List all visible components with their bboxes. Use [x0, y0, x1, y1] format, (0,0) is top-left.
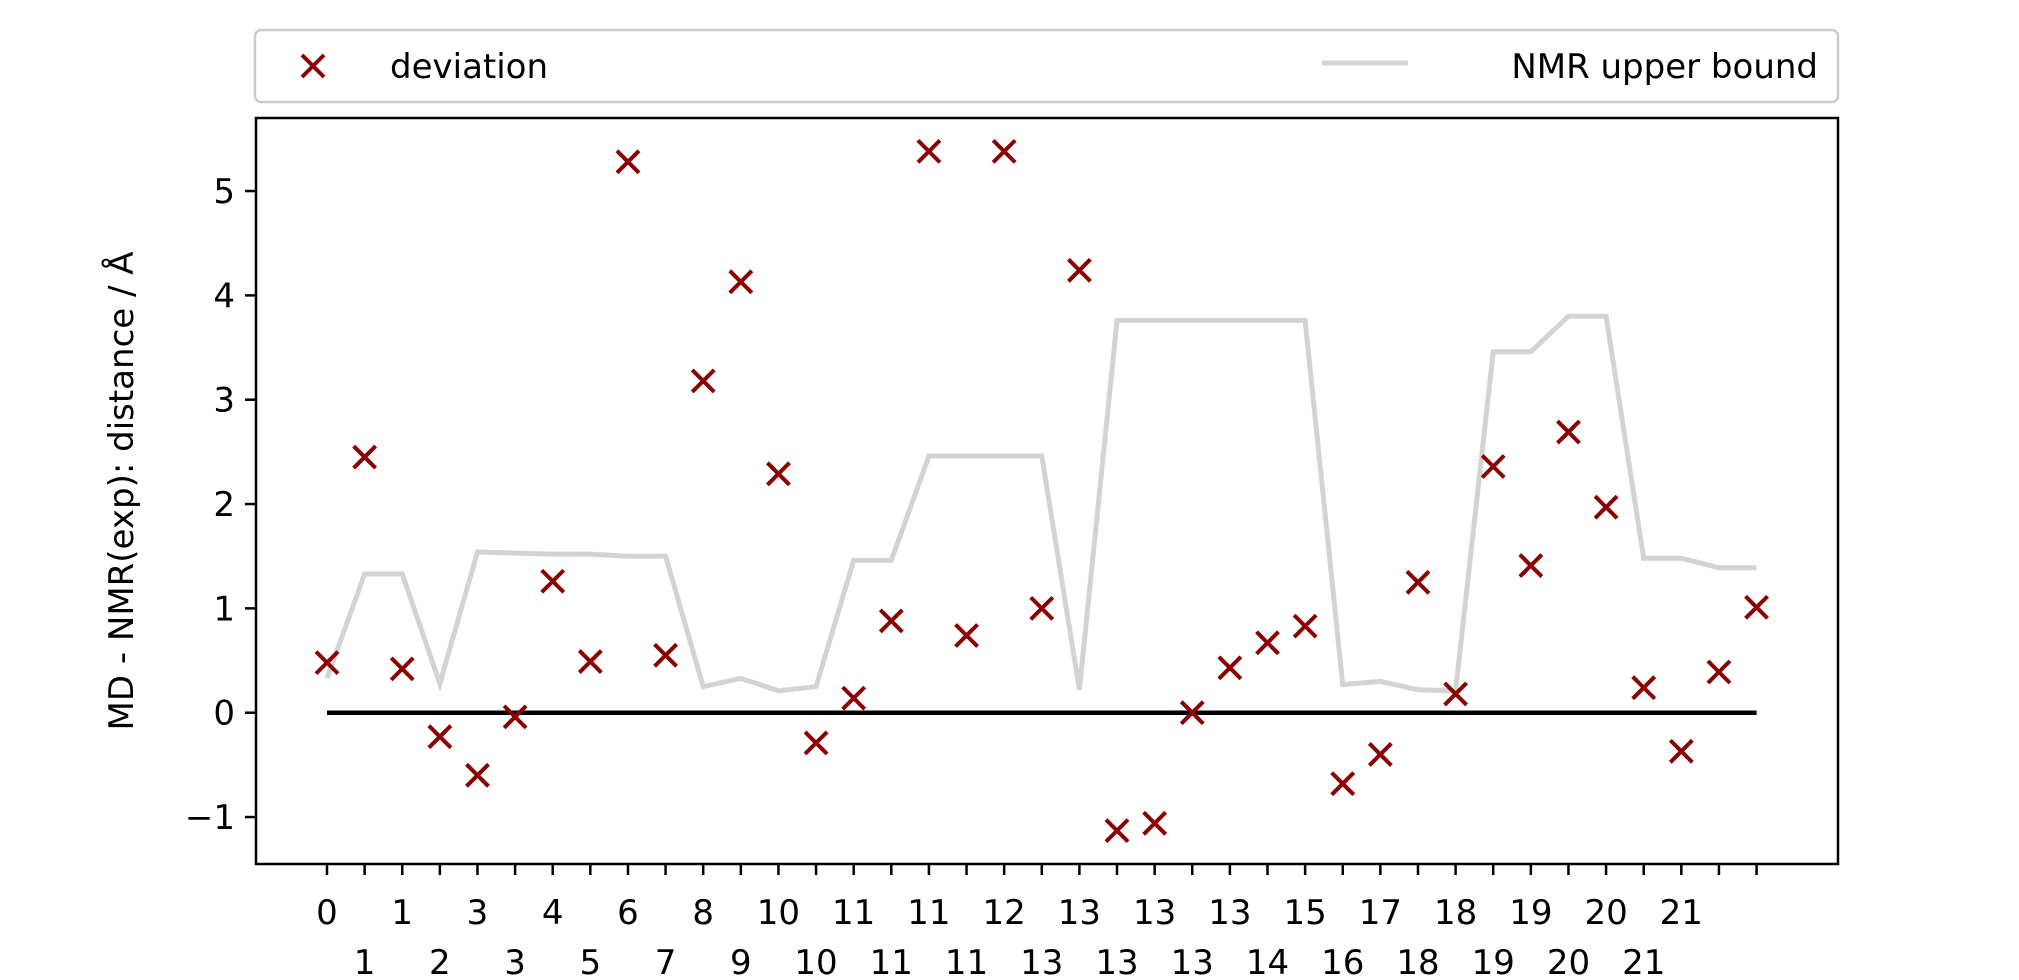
deviation-point [916, 138, 942, 164]
deviation-point [1480, 454, 1506, 479]
x-tick-label: 16 [1321, 943, 1364, 980]
x-tick-label: 3 [467, 893, 489, 933]
x-tick-label: 13 [1208, 893, 1251, 933]
y-tick-label: 2 [213, 485, 235, 525]
deviation-point [1029, 595, 1055, 621]
x-tick-label: 15 [1283, 893, 1326, 933]
deviation-point [690, 368, 716, 394]
deviation-point [352, 444, 378, 470]
deviation-point [841, 685, 867, 711]
deviation-point [1443, 681, 1469, 707]
deviation-point [1405, 569, 1431, 595]
deviation-point [1593, 494, 1619, 520]
legend-frame [253, 28, 1840, 104]
deviation-point [1706, 659, 1732, 685]
x-tick-label: 4 [542, 893, 564, 933]
x-tick-label: 19 [1509, 893, 1552, 933]
x-tick-label: 10 [757, 893, 800, 933]
deviation-point [502, 704, 528, 730]
x-tick-label: 0 [316, 893, 338, 933]
y-tick-label: −1 [185, 798, 235, 838]
x-tick-label: 13 [1171, 943, 1214, 980]
series-layer [314, 138, 1769, 844]
x-tick-label: 12 [983, 893, 1026, 933]
deviation-point [1518, 553, 1544, 579]
deviation-point [615, 149, 641, 175]
x-tick-label: 11 [870, 943, 913, 980]
x-tick-label: 21 [1660, 893, 1703, 933]
deviation-point [1330, 771, 1356, 797]
x-axis: 0112334567891010111111111213131313131314… [316, 864, 1758, 980]
x-tick-label: 13 [1133, 893, 1176, 933]
x-tick-label: 1 [354, 943, 376, 980]
y-tick-label: 5 [213, 172, 235, 212]
x-tick-label: 20 [1547, 943, 1590, 980]
deviation-point [766, 461, 791, 487]
legend: deviation NMR upper bound [253, 28, 1840, 104]
y-tick-label: 3 [213, 381, 235, 421]
upper-bound-line [324, 313, 1757, 694]
deviation-point [803, 730, 829, 756]
x-tick-label: 5 [580, 943, 602, 980]
x-tick-label: 8 [692, 893, 714, 933]
deviation-point [314, 650, 340, 676]
y-tick-label: 1 [213, 589, 235, 629]
x-tick-label: 14 [1246, 943, 1289, 980]
legend-deviation-marker [300, 53, 326, 79]
deviation-point [954, 623, 979, 648]
plot-area [254, 116, 1840, 866]
deviation-point [465, 762, 490, 788]
deviation-point [878, 608, 904, 634]
deviation-point [1179, 700, 1205, 726]
x-tick-label: 20 [1584, 893, 1627, 933]
x-tick-label: 11 [832, 893, 875, 933]
deviation-point [1066, 257, 1092, 283]
x-tick-label: 6 [617, 893, 639, 933]
x-tick-label: 18 [1434, 893, 1477, 933]
deviation-point [1744, 594, 1769, 620]
deviation-point [427, 724, 453, 750]
x-tick-label: 13 [1095, 943, 1138, 980]
x-tick-label: 9 [730, 943, 752, 980]
x-tick-label: 11 [907, 893, 950, 933]
deviation-point [1292, 613, 1318, 639]
x-tick-label: 3 [504, 943, 526, 980]
x-tick-label: 10 [794, 943, 837, 980]
deviation-point [540, 568, 566, 594]
x-tick-label: 21 [1622, 943, 1665, 980]
deviation-point [1631, 675, 1657, 701]
x-tick-label: 13 [1020, 943, 1063, 980]
x-tick-label: 19 [1472, 943, 1515, 980]
deviation-point [653, 642, 678, 668]
y-tick-label: 4 [213, 276, 235, 316]
deviation-point [1142, 810, 1168, 836]
legend-label-upper-bound: NMR upper bound [1511, 47, 1818, 87]
y-axis-title: MD - NMR(exp): distance / Å [101, 251, 142, 730]
deviation-point [1668, 738, 1694, 764]
deviation-point [1255, 630, 1280, 656]
x-tick-label: 7 [655, 943, 677, 980]
x-tick-label: 13 [1058, 893, 1101, 933]
x-tick-label: 1 [391, 893, 413, 933]
y-tick-label: 0 [213, 694, 235, 734]
legend-label-deviation: deviation [390, 47, 548, 87]
deviation-point [1104, 818, 1130, 844]
deviation-point [991, 138, 1017, 164]
deviation-point [1367, 742, 1393, 767]
x-tick-label: 17 [1359, 893, 1402, 933]
x-tick-label: 18 [1396, 943, 1439, 980]
y-axis: −1 0 1 2 3 4 5 [185, 172, 256, 838]
x-tick-label: 2 [429, 943, 451, 980]
x-tick-label: 11 [945, 943, 988, 980]
deviation-point [728, 269, 754, 295]
deviation-point [1217, 655, 1243, 681]
deviation-point [389, 656, 415, 682]
deviation-point [577, 649, 603, 675]
deviation-point [1556, 419, 1581, 445]
